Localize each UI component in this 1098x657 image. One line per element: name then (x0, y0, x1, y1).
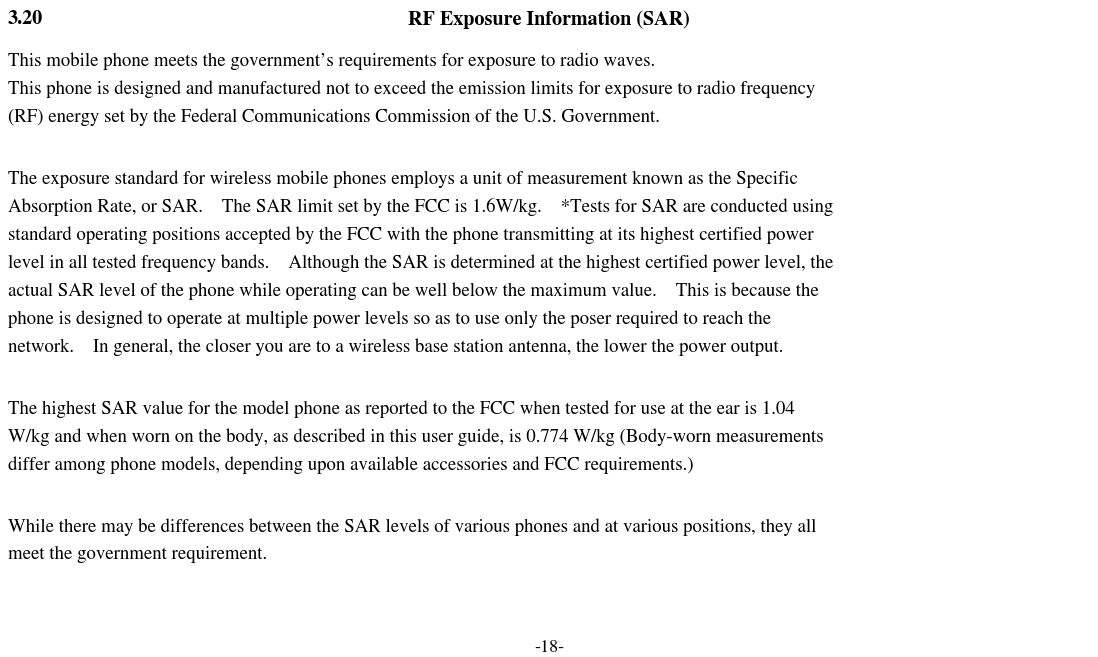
Text: actual SAR level of the phone while operating can be well below the maximum valu: actual SAR level of the phone while oper… (8, 282, 819, 300)
Text: standard operating positions accepted by the FCC with the phone transmitting at : standard operating positions accepted by… (8, 226, 814, 244)
Text: (RF) energy set by the Federal Communications Commission of the U.S. Government.: (RF) energy set by the Federal Communica… (8, 108, 660, 125)
Text: The exposure standard for wireless mobile phones employs a unit of measurement k: The exposure standard for wireless mobil… (8, 170, 798, 188)
Text: network.    In general, the closer you are to a wireless base station antenna, t: network. In general, the closer you are … (8, 338, 783, 355)
Text: differ among phone models, depending upon available accessories and FCC requirem: differ among phone models, depending upo… (8, 456, 694, 474)
Text: This phone is designed and manufactured not to exceed the emission limits for ex: This phone is designed and manufactured … (8, 80, 815, 98)
Text: phone is designed to operate at multiple power levels so as to use only the pose: phone is designed to operate at multiple… (8, 310, 771, 328)
Text: The highest SAR value for the model phone as reported to the FCC when tested for: The highest SAR value for the model phon… (8, 400, 795, 418)
Text: level in all tested frequency bands.    Although the SAR is determined at the hi: level in all tested frequency bands. Alt… (8, 254, 833, 271)
Text: W/kg and when worn on the body, as described in this user guide, is 0.774 W/kg (: W/kg and when worn on the body, as descr… (8, 428, 824, 445)
Text: This mobile phone meets the government’s requirements for exposure to radio wave: This mobile phone meets the government’s… (8, 52, 656, 70)
Text: While there may be differences between the SAR levels of various phones and at v: While there may be differences between t… (8, 518, 817, 535)
Text: Absorption Rate, or SAR.    The SAR limit set by the FCC is 1.6W/kg.    *Tests f: Absorption Rate, or SAR. The SAR limit s… (8, 198, 833, 216)
Text: RF Exposure Information (SAR): RF Exposure Information (SAR) (408, 10, 690, 29)
Text: -18-: -18- (534, 640, 564, 656)
Text: 3.20: 3.20 (8, 10, 43, 28)
Text: meet the government requirement.: meet the government requirement. (8, 546, 267, 563)
